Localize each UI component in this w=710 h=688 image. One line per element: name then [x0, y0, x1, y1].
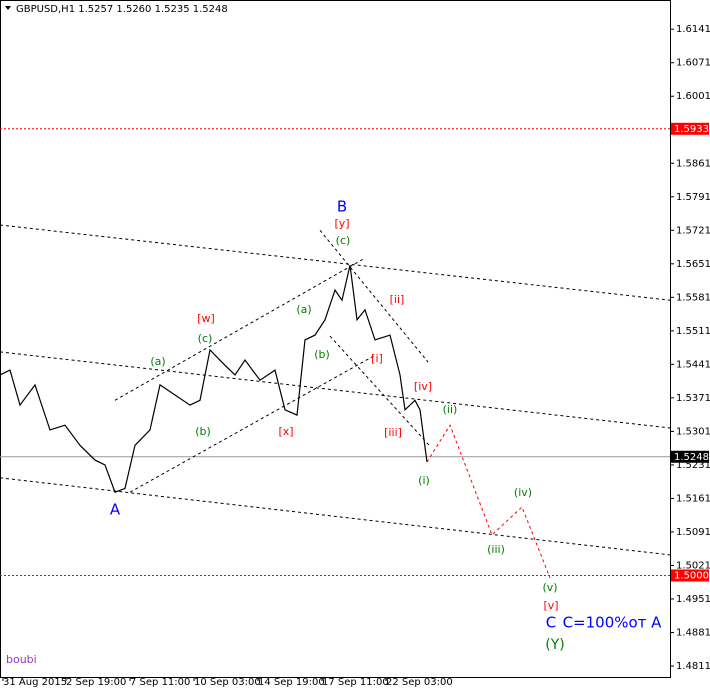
wave-label: B	[337, 198, 347, 216]
y-tick-label: 1.5091	[676, 527, 710, 538]
wave-label: (iv)	[514, 486, 532, 499]
plot-frame	[0, 0, 671, 678]
series-line	[329, 335, 431, 447]
watermark: boubi	[6, 653, 37, 666]
series-line	[129, 354, 376, 493]
wave-label: (Y)	[545, 637, 564, 653]
wave-label: [w]	[197, 312, 215, 325]
wave-label: [iii]	[384, 426, 402, 439]
series-line	[0, 224, 671, 301]
y-tick-label: 1.5301	[676, 426, 710, 437]
wave-label: (a)	[150, 355, 165, 368]
wave-label: (i)	[418, 474, 430, 487]
level-label: 1.5000	[674, 570, 709, 581]
level-label: 1.5933	[674, 124, 709, 135]
level-tag	[671, 569, 709, 582]
x-tick-label: 22 Sep 03:00	[386, 677, 453, 688]
y-tick-label: 1.5581	[676, 292, 710, 303]
wave-label: A	[110, 501, 121, 519]
x-tick-label: 14 Sep 19:00	[258, 677, 325, 688]
wave-label: (v)	[542, 581, 557, 594]
wave-label: (a)	[296, 303, 311, 316]
wave-label: C=100%от A	[563, 614, 663, 632]
y-tick-label: 1.5161	[676, 493, 710, 504]
y-tick-label: 1.5651	[676, 259, 710, 270]
y-tick-label: 1.5021	[676, 560, 710, 571]
wave-label: [y]	[334, 217, 349, 230]
x-tick-label: 17 Sep 11:00	[322, 677, 389, 688]
y-tick-label: 1.4881	[676, 627, 710, 638]
y-tick-label: 1.5861	[676, 158, 710, 169]
y-tick-label: 1.4951	[676, 594, 710, 605]
level-tag	[671, 122, 709, 135]
y-tick-label: 1.6071	[676, 58, 710, 69]
series-line	[0, 265, 428, 493]
wave-label: (c)	[198, 332, 213, 345]
x-tick-label: 10 Sep 03:00	[194, 677, 261, 688]
y-tick-label: 1.5791	[676, 192, 710, 203]
wave-label: C	[546, 614, 556, 632]
wave-label: [ii]	[390, 293, 405, 306]
y-tick-label: 1.5231	[676, 460, 710, 471]
wave-label: [i]	[371, 352, 383, 365]
y-tick-label: 1.6141	[676, 24, 710, 35]
x-tick-label: 31 Aug 2015	[3, 677, 67, 688]
wave-label: (iii)	[487, 543, 505, 556]
wave-label: (ii)	[443, 403, 458, 416]
series-line	[0, 351, 671, 429]
series-line	[319, 229, 429, 363]
wave-label: (b)	[314, 348, 330, 361]
level-label: 1.5248	[674, 452, 709, 463]
series-line	[0, 477, 671, 556]
level-tag	[671, 450, 709, 463]
chart-title: GBPUSD,H1 1.5257 1.5260 1.5235 1.5248	[16, 4, 228, 15]
wave-label: [iv]	[414, 380, 432, 393]
menu-arrow	[5, 6, 11, 10]
wave-label: (b)	[195, 425, 211, 438]
x-tick-label: 2 Sep 19:00	[66, 677, 126, 688]
y-tick-label: 1.6001	[676, 91, 710, 102]
y-tick-label: 1.4811	[676, 661, 710, 672]
wave-label: [v]	[543, 599, 558, 612]
wave-label: (c)	[336, 234, 351, 247]
x-tick-label: 7 Sep 11:00	[130, 677, 190, 688]
wave-label: [x]	[278, 425, 293, 438]
y-tick-label: 1.5441	[676, 359, 710, 370]
y-tick-label: 1.5371	[676, 393, 710, 404]
y-tick-label: 1.5721	[676, 225, 710, 236]
y-tick-label: 1.5511	[676, 326, 710, 337]
